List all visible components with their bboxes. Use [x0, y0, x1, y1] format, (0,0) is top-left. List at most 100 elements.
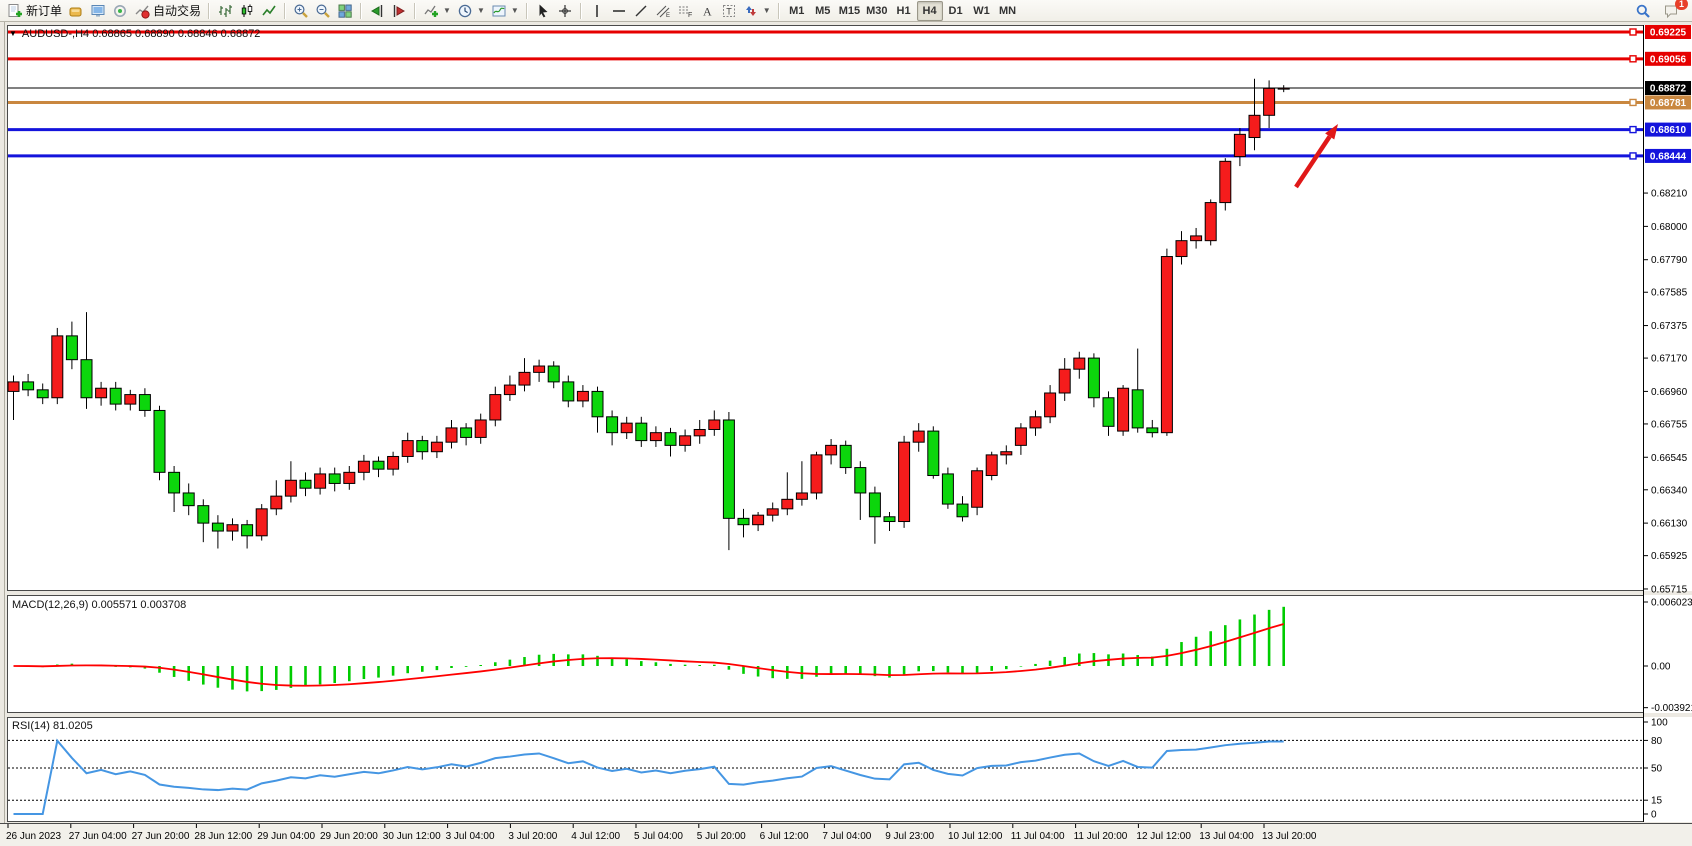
strategy-tester-button[interactable] [109, 1, 131, 21]
new-order-icon [8, 3, 22, 17]
search-icon [1636, 4, 1650, 18]
search-button[interactable] [1632, 1, 1654, 21]
line-chart-mode-button[interactable] [258, 1, 280, 21]
indicators-button[interactable]: ▼ [420, 1, 454, 21]
timeframe-m30-button[interactable]: M30 [863, 1, 890, 21]
zoom-out-button[interactable] [312, 1, 334, 21]
rsi-axis-label: 15 [1651, 796, 1663, 807]
channel-tool-button[interactable]: E [652, 1, 674, 21]
toolbar-separator [414, 2, 417, 19]
notifications-button[interactable]: 1 [1660, 0, 1688, 21]
macd-axis-label: -0.003921 [1651, 703, 1692, 714]
templates-button[interactable]: ▼ [488, 1, 522, 21]
market-watch-button[interactable] [65, 1, 87, 21]
line-handle[interactable] [1629, 55, 1637, 63]
autotrading-button[interactable]: 自动交易 [131, 1, 204, 21]
candle [620, 422, 633, 434]
trendline-tool-button[interactable] [630, 1, 652, 21]
timeframe-mn-button[interactable]: MN [995, 1, 1021, 21]
cursor-tool-button[interactable] [532, 1, 554, 21]
text-tool-button[interactable]: A [696, 1, 718, 21]
candle [664, 432, 677, 446]
price-line-badge-text: 0.68872 [1650, 84, 1687, 95]
candle [430, 441, 443, 453]
line-handle[interactable] [1629, 125, 1637, 134]
time-axis-label: 13 Jul 04:00 [1199, 831, 1254, 842]
candle [1102, 397, 1115, 427]
price-axis-label: 0.66130 [1651, 519, 1688, 530]
svg-text:A: A [703, 4, 712, 18]
candle [1029, 416, 1042, 429]
candle [737, 517, 750, 526]
candle [1073, 357, 1086, 370]
candle [1277, 87, 1290, 90]
tile-windows-button[interactable] [334, 1, 356, 21]
new-order-button[interactable]: 新订单 [4, 1, 65, 21]
price-line-badge [1645, 25, 1691, 39]
candle [985, 454, 998, 477]
candle [693, 428, 706, 437]
candle [825, 444, 838, 456]
line-handle[interactable] [1629, 98, 1637, 107]
candle [36, 389, 49, 399]
timeframe-h4-button[interactable]: H4 [916, 0, 943, 21]
fibonacci-tool-button[interactable]: F [674, 1, 696, 21]
time-axis-label: 30 Jun 12:00 [383, 831, 441, 842]
bar-chart-mode-button[interactable] [214, 1, 236, 21]
arrow-shaft [1294, 135, 1332, 189]
timeframe-m15-button[interactable]: M15 [836, 1, 863, 21]
toolbar-separator [360, 2, 363, 19]
time-axis: 26 Jun 2023 27 Jun 04:00 27 Jun 20:00 28 Ju… [0, 823, 1692, 846]
text-label-tool-button[interactable]: T [718, 1, 740, 21]
candle [854, 467, 867, 494]
candle [956, 503, 969, 518]
candle [1190, 235, 1203, 242]
price-line-badge [1645, 95, 1691, 110]
collapse-subwindow-icon[interactable]: ▼ [9, 29, 17, 38]
line-handle[interactable] [1629, 28, 1637, 36]
timeframe-h1-button[interactable]: H1 [891, 1, 917, 21]
time-axis-label: 29 Jun 04:00 [257, 831, 315, 842]
candle [22, 381, 35, 391]
price-axis-label: 0.67585 [1651, 288, 1688, 299]
crosshair-tool-button[interactable] [554, 1, 576, 21]
vertical-line-tool-button[interactable] [586, 1, 608, 21]
chart-shift-button[interactable] [388, 1, 410, 21]
timeframe-m1-button[interactable]: M1 [784, 1, 810, 21]
timeframe-d1-button[interactable]: D1 [943, 1, 969, 21]
time-axis-label: 11 Jul 20:00 [1074, 831, 1128, 842]
time-axis-label: 28 Jun 12:00 [194, 831, 252, 842]
candle [241, 524, 254, 537]
periods-button[interactable]: ▼ [454, 1, 488, 21]
indicators-icon [424, 5, 439, 17]
terminal-button[interactable] [87, 1, 109, 21]
timeframe-m5-button[interactable]: M5 [810, 1, 836, 21]
toolbar-separator [208, 2, 211, 19]
candle [460, 427, 473, 438]
time-axis-label: 11 Jul 04:00 [1011, 831, 1065, 842]
arrow-head-icon [1325, 124, 1338, 140]
candle [503, 384, 516, 396]
rsi-axis-label: 80 [1651, 736, 1663, 747]
line-handle[interactable] [1629, 152, 1637, 160]
candle [883, 516, 896, 523]
candle [518, 371, 531, 386]
zoom-in-button[interactable] [290, 1, 312, 21]
candlestick-mode-button[interactable] [236, 1, 258, 21]
auto-scroll-button[interactable] [366, 1, 388, 21]
candle [401, 440, 414, 457]
candle [1058, 368, 1071, 394]
candle [1175, 240, 1188, 258]
candle [416, 440, 429, 453]
candle [679, 435, 692, 446]
arrow-annotation[interactable] [1294, 124, 1338, 189]
candle [898, 441, 911, 523]
candle [197, 505, 210, 524]
new-order-label: 新订单 [26, 4, 63, 18]
horizontal-line-tool-button[interactable] [608, 1, 630, 21]
toolbar-separator [284, 2, 287, 19]
arrows-tool-button[interactable]: ▼ [740, 1, 774, 21]
timeframe-w1-button[interactable]: W1 [969, 1, 995, 21]
candle [95, 387, 108, 399]
